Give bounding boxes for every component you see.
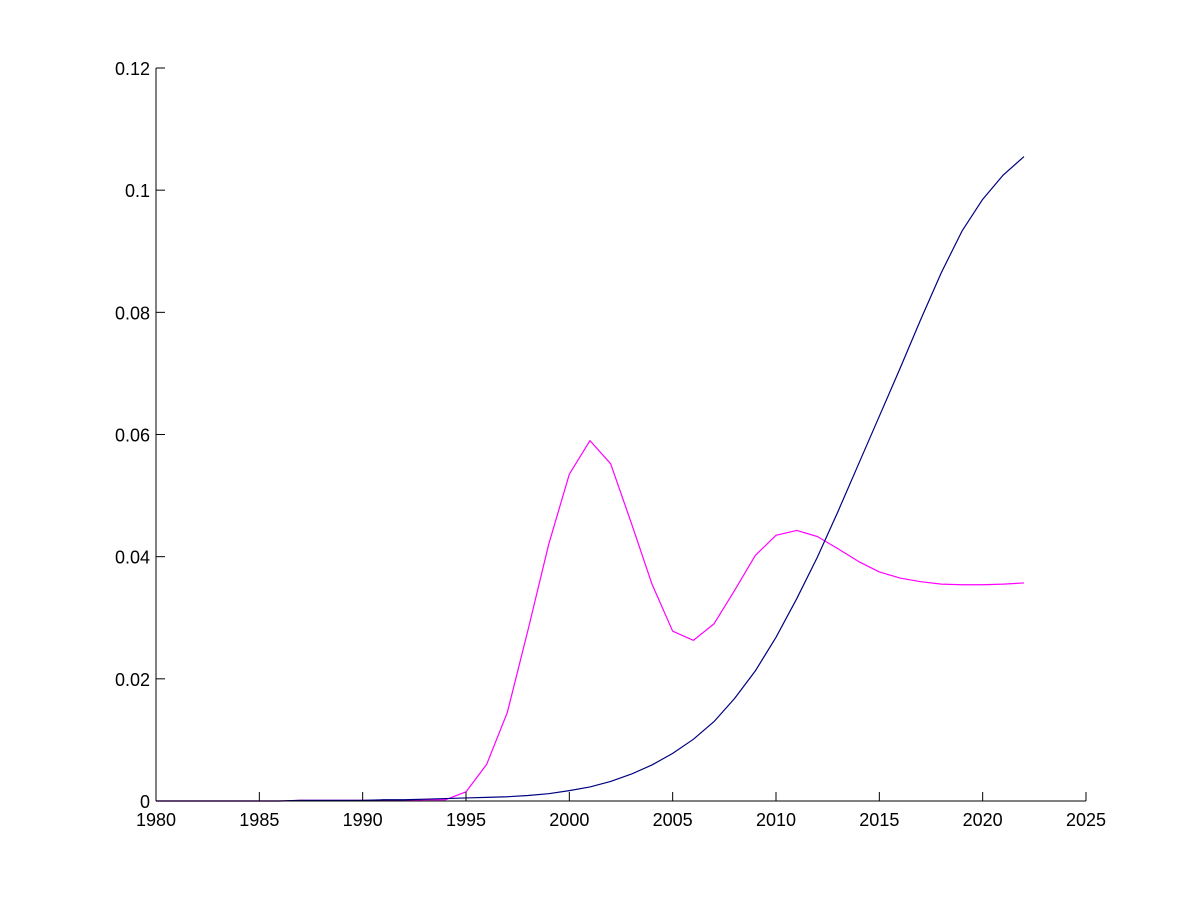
y-tick-label: 0.08 bbox=[115, 303, 150, 323]
x-tick-label: 1990 bbox=[343, 810, 383, 830]
y-axis-ticks: 0 0.02 0.04 0.06 0.08 0.1 0.12 bbox=[115, 59, 165, 812]
x-tick-label: 2020 bbox=[963, 810, 1003, 830]
x-tick-label: 2010 bbox=[756, 810, 796, 830]
x-tick-label: 2005 bbox=[653, 810, 693, 830]
x-tick-label: 1980 bbox=[136, 810, 176, 830]
y-tick-label: 0 bbox=[140, 792, 150, 812]
series-layer bbox=[156, 156, 1025, 802]
y-tick-label: 0.04 bbox=[115, 548, 150, 568]
x-tick-label: 1995 bbox=[446, 810, 486, 830]
y-tick-label: 0.02 bbox=[115, 670, 150, 690]
x-tick-label: 2025 bbox=[1066, 810, 1106, 830]
y-tick-label: 0.1 bbox=[125, 181, 150, 201]
x-tick-label: 1985 bbox=[239, 810, 279, 830]
y-tick-label: 0.12 bbox=[115, 59, 150, 79]
x-axis-ticks: 1980 1985 1990 1995 2000 2005 2010 2015 2020 2025 bbox=[136, 792, 1106, 830]
y-tick-label: 0.06 bbox=[115, 426, 150, 446]
x-tick-label: 2015 bbox=[859, 810, 899, 830]
series-line-2 bbox=[156, 156, 1025, 802]
x-tick-label: 2000 bbox=[549, 810, 589, 830]
